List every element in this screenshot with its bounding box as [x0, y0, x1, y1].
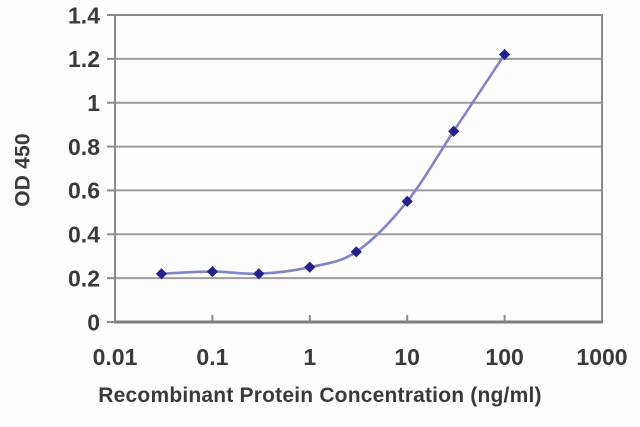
- y-tick-labels: 0 0.2 0.4 0.6 0.8 1 1.2 1.4: [68, 2, 100, 335]
- data-point-marker: [155, 268, 168, 280]
- svg-text:1000: 1000: [576, 344, 627, 370]
- data-point-marker: [304, 261, 316, 273]
- series-line: [160, 53, 506, 276]
- svg-text:0: 0: [87, 309, 100, 335]
- svg-text:1: 1: [303, 344, 316, 370]
- data-point-marker: [448, 125, 460, 137]
- gridlines: [115, 14, 602, 280]
- x-axis-label: Recombinant Protein Concentration (ng/ml…: [98, 384, 542, 407]
- data-point-marker: [401, 195, 413, 207]
- data-point-marker: [499, 48, 511, 61]
- svg-text:10: 10: [394, 344, 420, 370]
- svg-text:1.4: 1.4: [68, 2, 100, 28]
- data-point-marker: [350, 246, 362, 258]
- svg-text:0.6: 0.6: [68, 178, 100, 204]
- svg-text:0.2: 0.2: [68, 265, 100, 291]
- series-markers: [155, 48, 511, 280]
- x-tick-labels: 0.01 0.1 1 10 100 1000: [93, 344, 628, 370]
- svg-text:0.4: 0.4: [68, 222, 100, 248]
- y-axis-label: OD 450: [11, 133, 35, 207]
- svg-text:0.01: 0.01: [93, 344, 138, 370]
- data-point-marker: [253, 268, 265, 280]
- plot-border: [114, 14, 603, 323]
- svg-text:0.8: 0.8: [68, 134, 100, 160]
- svg-text:1: 1: [87, 90, 100, 116]
- svg-text:0.1: 0.1: [196, 344, 228, 370]
- tick-marks: [107, 14, 603, 323]
- svg-text:1.2: 1.2: [68, 46, 100, 72]
- svg-text:100: 100: [485, 344, 523, 370]
- data-point-marker: [206, 265, 218, 278]
